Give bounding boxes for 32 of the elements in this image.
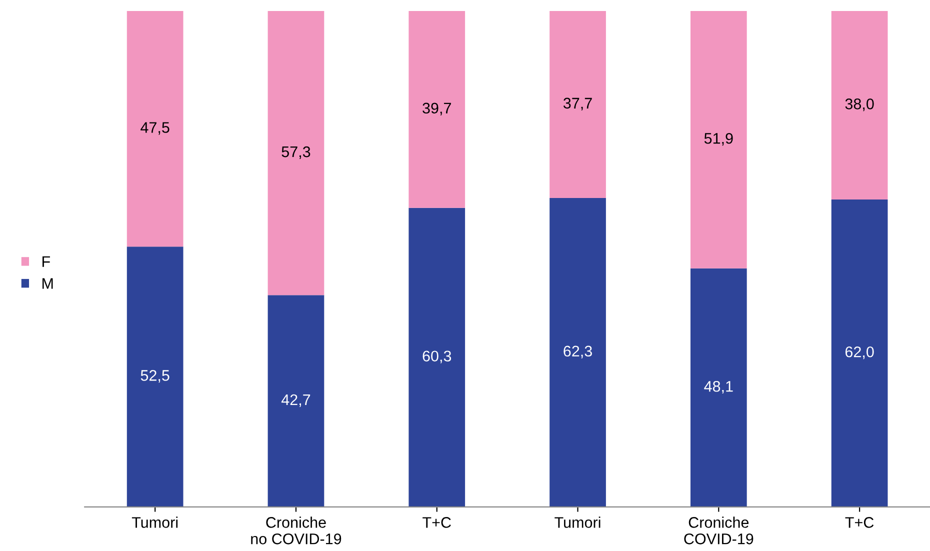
x-tick-label: Tumori [554, 516, 600, 528]
data-label: 39,7 [422, 102, 451, 116]
bar [268, 295, 324, 507]
legend-label: M [42, 278, 53, 289]
bar [690, 268, 747, 507]
data-label: 48,1 [704, 380, 733, 394]
x-tick-label: Tumori [132, 516, 178, 528]
data-label: 60,3 [422, 350, 452, 364]
x-tick-label: T+C [422, 517, 451, 528]
bar [831, 199, 888, 507]
data-label: 62,0 [845, 346, 874, 360]
data-label: 57,3 [282, 146, 310, 159]
data-label: 37,7 [563, 98, 592, 110]
x-tick-label: Croniche no COVID-19 [251, 516, 342, 544]
data-label: 42,7 [281, 394, 310, 407]
bar [126, 11, 184, 247]
data-label: 62,3 [564, 346, 592, 358]
bar [690, 11, 747, 268]
bar [550, 198, 606, 507]
x-tick-label: Croniche COVID-19 [684, 516, 754, 544]
x-tick-label: T+C [845, 517, 874, 528]
data-label: 38,0 [845, 98, 874, 112]
data-label: 52,5 [140, 370, 170, 383]
bar [550, 11, 606, 198]
bar [268, 11, 324, 296]
legend-label: F [42, 256, 50, 267]
bar [126, 246, 184, 507]
data-label: 47,5 [140, 122, 170, 135]
data-label: 51,9 [704, 132, 733, 146]
bar [831, 11, 888, 200]
bar [408, 208, 466, 507]
bar [408, 11, 466, 208]
